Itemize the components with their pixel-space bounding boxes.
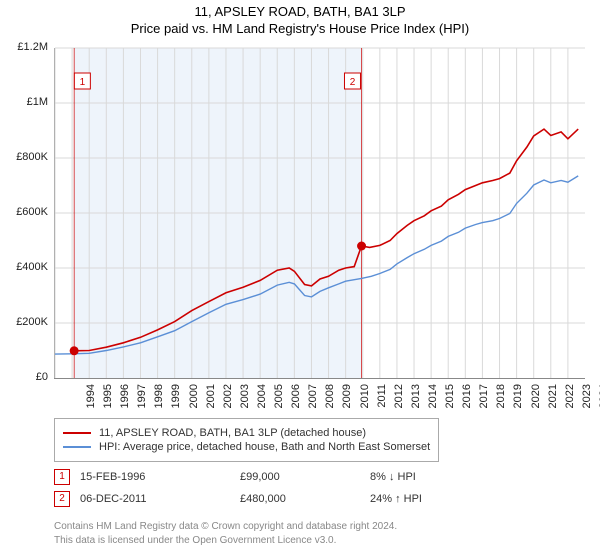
- x-tick-label: 1998: [153, 384, 165, 416]
- x-tick-label: 2016: [461, 384, 473, 416]
- transaction-marker: 2: [54, 491, 70, 507]
- x-tick-label: 2009: [341, 384, 353, 416]
- legend: 11, APSLEY ROAD, BATH, BA1 3LP (detached…: [54, 418, 439, 462]
- x-tick-label: 1995: [102, 384, 114, 416]
- attribution: Contains HM Land Registry data © Crown c…: [54, 520, 397, 548]
- chart-container: 11, APSLEY ROAD, BATH, BA1 3LP Price pai…: [0, 0, 600, 560]
- svg-text:1: 1: [80, 77, 86, 88]
- legend-swatch: [63, 432, 91, 434]
- x-tick-label: 2001: [205, 384, 217, 416]
- x-tick-label: 1996: [119, 384, 131, 416]
- svg-text:2: 2: [350, 77, 356, 88]
- x-tick-label: 2013: [410, 384, 422, 416]
- attribution-line2: This data is licensed under the Open Gov…: [54, 534, 397, 548]
- y-tick-label: £600K: [0, 206, 48, 218]
- x-tick-label: 2010: [359, 384, 371, 416]
- x-tick-label: 2023: [581, 384, 593, 416]
- plot-svg: 12: [55, 48, 585, 378]
- x-tick-label: 2006: [290, 384, 302, 416]
- x-tick-label: 2012: [393, 384, 405, 416]
- y-tick-label: £400K: [0, 261, 48, 273]
- transaction-date: 06-DEC-2011: [80, 493, 200, 505]
- x-tick-label: 1997: [136, 384, 148, 416]
- y-tick-label: £1.2M: [0, 41, 48, 53]
- chart-title-line1: 11, APSLEY ROAD, BATH, BA1 3LP: [0, 4, 600, 19]
- legend-item: 11, APSLEY ROAD, BATH, BA1 3LP (detached…: [63, 427, 430, 439]
- x-tick-label: 2011: [376, 384, 388, 416]
- x-tick-label: 2004: [256, 384, 268, 416]
- y-tick-label: £200K: [0, 316, 48, 328]
- legend-item: HPI: Average price, detached house, Bath…: [63, 441, 430, 453]
- x-tick-label: 2015: [444, 384, 456, 416]
- transaction-marker: 1: [54, 469, 70, 485]
- x-tick-label: 2020: [530, 384, 542, 416]
- transaction-price: £99,000: [240, 471, 330, 483]
- transaction-price: £480,000: [240, 493, 330, 505]
- transaction-row: 2 06-DEC-2011 £480,000 24% ↑ HPI: [54, 488, 462, 510]
- transaction-date: 15-FEB-1996: [80, 471, 200, 483]
- x-tick-label: 2000: [188, 384, 200, 416]
- legend-label: HPI: Average price, detached house, Bath…: [99, 441, 430, 453]
- plot-area: 12: [54, 48, 585, 379]
- y-tick-label: £800K: [0, 151, 48, 163]
- x-tick-label: 2005: [273, 384, 285, 416]
- x-tick-label: 2022: [564, 384, 576, 416]
- transaction-delta: 8% ↓ HPI: [370, 471, 416, 483]
- chart-title-line2: Price paid vs. HM Land Registry's House …: [0, 21, 600, 36]
- title-block: 11, APSLEY ROAD, BATH, BA1 3LP Price pai…: [0, 0, 600, 36]
- transaction-row: 1 15-FEB-1996 £99,000 8% ↓ HPI: [54, 466, 462, 488]
- x-tick-label: 2019: [512, 384, 524, 416]
- x-tick-label: 2014: [427, 384, 439, 416]
- x-tick-label: 2017: [478, 384, 490, 416]
- y-tick-label: £1M: [0, 96, 48, 108]
- transaction-delta: 24% ↑ HPI: [370, 493, 422, 505]
- x-tick-label: 1994: [85, 384, 97, 416]
- legend-label: 11, APSLEY ROAD, BATH, BA1 3LP (detached…: [99, 427, 366, 439]
- x-tick-label: 2018: [495, 384, 507, 416]
- x-tick-label: 2002: [222, 384, 234, 416]
- transaction-table: 1 15-FEB-1996 £99,000 8% ↓ HPI 2 06-DEC-2011 £…: [54, 466, 462, 510]
- attribution-line1: Contains HM Land Registry data © Crown c…: [54, 520, 397, 534]
- x-tick-label: 2003: [239, 384, 251, 416]
- x-tick-label: 2008: [324, 384, 336, 416]
- x-tick-label: 2007: [307, 384, 319, 416]
- legend-swatch: [63, 446, 91, 448]
- x-tick-label: 1999: [170, 384, 182, 416]
- y-tick-label: £0: [0, 371, 48, 383]
- x-tick-label: 2021: [547, 384, 559, 416]
